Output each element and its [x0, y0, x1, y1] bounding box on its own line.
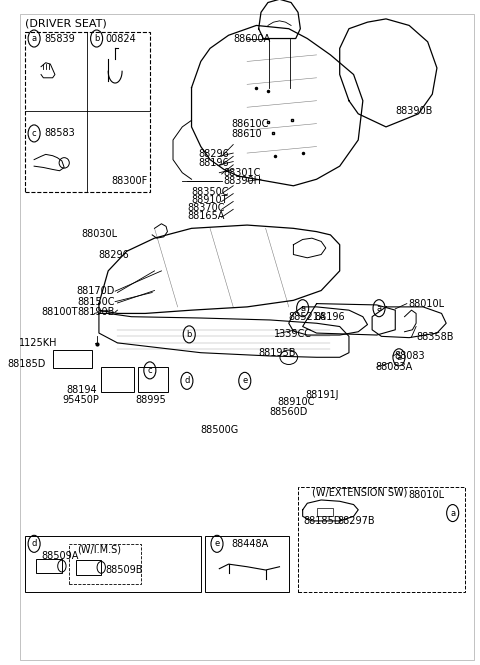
Text: 88350C: 88350C	[192, 188, 229, 198]
Bar	[53, 350, 92, 368]
Text: d: d	[31, 539, 37, 549]
Text: 88910T: 88910T	[192, 196, 228, 205]
Text: b: b	[94, 34, 99, 43]
Bar	[76, 560, 101, 575]
Text: 88509B: 88509B	[106, 565, 144, 575]
Bar	[205, 536, 289, 592]
Text: e: e	[215, 539, 220, 549]
Text: 88185D: 88185D	[303, 516, 342, 526]
Bar	[36, 559, 62, 573]
Bar	[25, 536, 201, 592]
Text: 88196: 88196	[314, 313, 345, 323]
Bar	[316, 509, 333, 516]
Text: b: b	[187, 330, 192, 339]
Text: 88190B: 88190B	[78, 307, 115, 317]
Text: 88196: 88196	[198, 158, 229, 168]
Text: 88610C: 88610C	[231, 119, 268, 129]
Text: (W/EXTENSION SW): (W/EXTENSION SW)	[312, 487, 408, 497]
Text: 88995: 88995	[135, 395, 166, 405]
Text: 88297B: 88297B	[337, 516, 375, 526]
Text: 88185D: 88185D	[7, 360, 46, 370]
Text: 88010L: 88010L	[408, 489, 444, 499]
Text: 88150C: 88150C	[78, 297, 115, 307]
Text: 1125KH: 1125KH	[19, 338, 57, 348]
Text: c: c	[32, 129, 36, 138]
Text: 88500G: 88500G	[201, 425, 239, 435]
Text: 88910C: 88910C	[277, 398, 314, 408]
Text: 88195B: 88195B	[259, 348, 296, 358]
Text: 88600A: 88600A	[233, 33, 270, 43]
Text: a: a	[300, 304, 305, 313]
Text: a: a	[32, 34, 36, 43]
Text: 88083: 88083	[395, 351, 425, 361]
Text: 88610: 88610	[231, 129, 262, 139]
Text: 88390B: 88390B	[395, 106, 432, 116]
Text: 88448A: 88448A	[231, 539, 268, 549]
Text: 88030L: 88030L	[81, 229, 118, 239]
Text: 88296: 88296	[98, 249, 129, 259]
Text: 88191J: 88191J	[305, 390, 338, 400]
Text: 88083A: 88083A	[376, 362, 413, 372]
Text: (W/I.M.S): (W/I.M.S)	[77, 544, 121, 554]
Text: (DRIVER SEAT): (DRIVER SEAT)	[25, 19, 107, 29]
Text: 88170D: 88170D	[77, 286, 115, 296]
Text: d: d	[184, 376, 190, 385]
Text: c: c	[147, 366, 152, 375]
Text: 88194: 88194	[66, 385, 96, 395]
Text: 88521A: 88521A	[289, 313, 326, 323]
Bar	[101, 367, 133, 392]
Text: 88010L: 88010L	[408, 299, 444, 309]
Bar	[138, 367, 168, 392]
Text: 88509A: 88509A	[41, 551, 78, 561]
Text: 88165A: 88165A	[187, 211, 224, 221]
Text: a: a	[396, 353, 402, 362]
Text: 88583: 88583	[44, 128, 75, 138]
Text: 00824: 00824	[106, 33, 137, 43]
Text: 88358B: 88358B	[416, 332, 454, 342]
Text: 88370C: 88370C	[187, 203, 225, 213]
Text: 88301C: 88301C	[223, 168, 260, 178]
Text: 88390H: 88390H	[223, 176, 261, 186]
Text: a: a	[376, 304, 382, 313]
Text: 85839: 85839	[44, 33, 75, 43]
Text: e: e	[242, 376, 247, 385]
Text: a: a	[450, 509, 455, 517]
Text: 95450P: 95450P	[62, 395, 99, 405]
Text: 88296: 88296	[198, 149, 229, 159]
Text: 88300F: 88300F	[111, 176, 147, 186]
Bar	[69, 545, 141, 584]
Text: 1339CC: 1339CC	[274, 329, 312, 338]
Text: 88100T: 88100T	[42, 307, 78, 317]
Text: 88560D: 88560D	[269, 406, 308, 416]
